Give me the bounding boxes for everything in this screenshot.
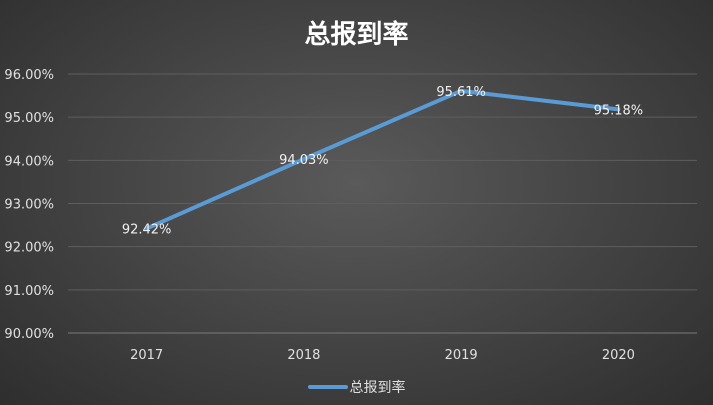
x-tick-label: 2018: [287, 348, 320, 363]
y-tick-label: 91.00%: [4, 284, 54, 299]
y-tick-label: 90.00%: [4, 327, 54, 342]
y-tick-label: 94.00%: [4, 154, 54, 169]
data-label: 94.03%: [279, 153, 329, 168]
data-label: 92.42%: [122, 223, 172, 238]
legend-swatch: [307, 385, 348, 389]
chart-title: 总报到率: [304, 20, 409, 50]
x-tick-label: 2019: [445, 348, 478, 363]
y-tick-label: 95.00%: [4, 111, 54, 126]
data-label: 95.18%: [594, 103, 644, 118]
series-line: [144, 88, 621, 231]
y-tick-label: 96.00%: [4, 68, 54, 83]
data-label: 95.61%: [436, 85, 486, 100]
x-tick-label: 2017: [130, 348, 163, 363]
x-tick-label: 2020: [602, 348, 635, 363]
legend-label: 总报到率: [349, 380, 406, 396]
y-tick-label: 93.00%: [4, 198, 54, 213]
legend: 总报到率: [0, 377, 713, 397]
y-tick-label: 92.00%: [4, 241, 54, 256]
